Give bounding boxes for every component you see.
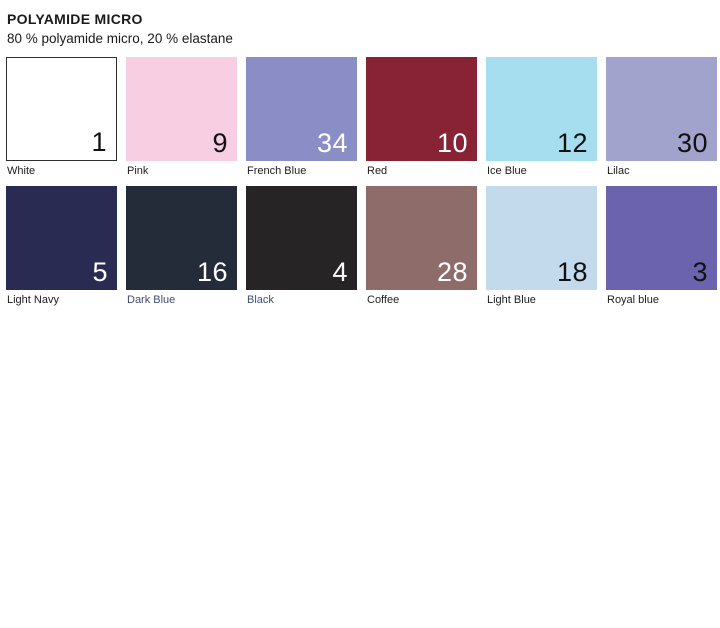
swatch-number: 1 (91, 126, 107, 157)
swatch-label-lilac: Lilac (607, 164, 630, 177)
swatch-label-ice-blue: Ice Blue (487, 164, 527, 177)
fabric-header: POLYAMIDE MICRO 80 % polyamide micro, 20… (0, 0, 720, 48)
swatch-cell: 9 Pink (126, 56, 237, 186)
swatch-tile-white[interactable]: 1 (6, 56, 117, 161)
swatch-cell: 4 Black (246, 185, 357, 315)
swatch-tile-royal-blue[interactable]: 3 (606, 185, 717, 290)
swatch-number: 3 (692, 256, 708, 287)
swatch-cell: 5 Light Navy (6, 185, 117, 315)
swatch-number: 12 (556, 127, 588, 158)
swatch-number: 4 (332, 256, 348, 287)
swatch-label-royal-blue: Royal blue (607, 293, 659, 306)
swatch-cell: 12 Ice Blue (486, 56, 597, 186)
swatch-cell: 34 French Blue (246, 56, 357, 186)
swatch-number: 34 (316, 127, 348, 158)
swatch-label-light-navy: Light Navy (7, 293, 59, 306)
swatch-tile-light-blue[interactable]: 18 (486, 185, 597, 290)
swatch-tile-black[interactable]: 4 (246, 185, 357, 290)
swatch-tile-dark-blue[interactable]: 16 (126, 185, 237, 290)
swatch-number: 18 (556, 256, 588, 287)
swatch-cell: 16 Dark Blue (126, 185, 237, 315)
swatch-cell: 1 White (6, 56, 117, 186)
swatch-tile-lilac[interactable]: 30 (606, 56, 717, 161)
swatch-label-white: White (7, 164, 36, 177)
swatch-label-dark-blue: Dark Blue (127, 293, 176, 306)
swatch-cell: 28 Coffee (366, 185, 477, 315)
swatch-tile-ice-blue[interactable]: 12 (486, 56, 597, 161)
swatch-tile-pink[interactable]: 9 (126, 56, 237, 161)
swatch-number: 28 (436, 256, 468, 287)
swatch-number: 9 (212, 127, 228, 158)
swatch-label-red: Red (367, 164, 388, 177)
swatch-label-coffee: Coffee (367, 293, 400, 306)
swatch-label-french-blue: French Blue (247, 164, 307, 177)
swatch-tile-coffee[interactable]: 28 (366, 185, 477, 290)
swatch-number: 10 (436, 127, 468, 158)
swatch-tile-french-blue[interactable]: 34 (246, 56, 357, 161)
swatch-number: 16 (196, 256, 228, 287)
swatch-cell: 30 Lilac (606, 56, 717, 186)
fabric-title: POLYAMIDE MICRO (7, 11, 143, 27)
swatch-label-light-blue: Light Blue (487, 293, 536, 306)
swatch-tile-red[interactable]: 10 (366, 56, 477, 161)
swatch-label-black: Black (247, 293, 274, 306)
swatch-tile-light-navy[interactable]: 5 (6, 185, 117, 290)
swatch-cell: 18 Light Blue (486, 185, 597, 315)
fabric-composition: 80 % polyamide micro, 20 % elastane (7, 31, 233, 47)
swatch-cell: 10 Red (366, 56, 477, 186)
swatch-label-pink: Pink (127, 164, 149, 177)
swatch-number: 5 (92, 256, 108, 287)
swatch-number: 30 (676, 127, 708, 158)
swatch-grid: 1 White 9 Pink 34 French Blue 10 Red 12 … (6, 56, 720, 315)
swatch-cell: 3 Royal blue (606, 185, 717, 315)
